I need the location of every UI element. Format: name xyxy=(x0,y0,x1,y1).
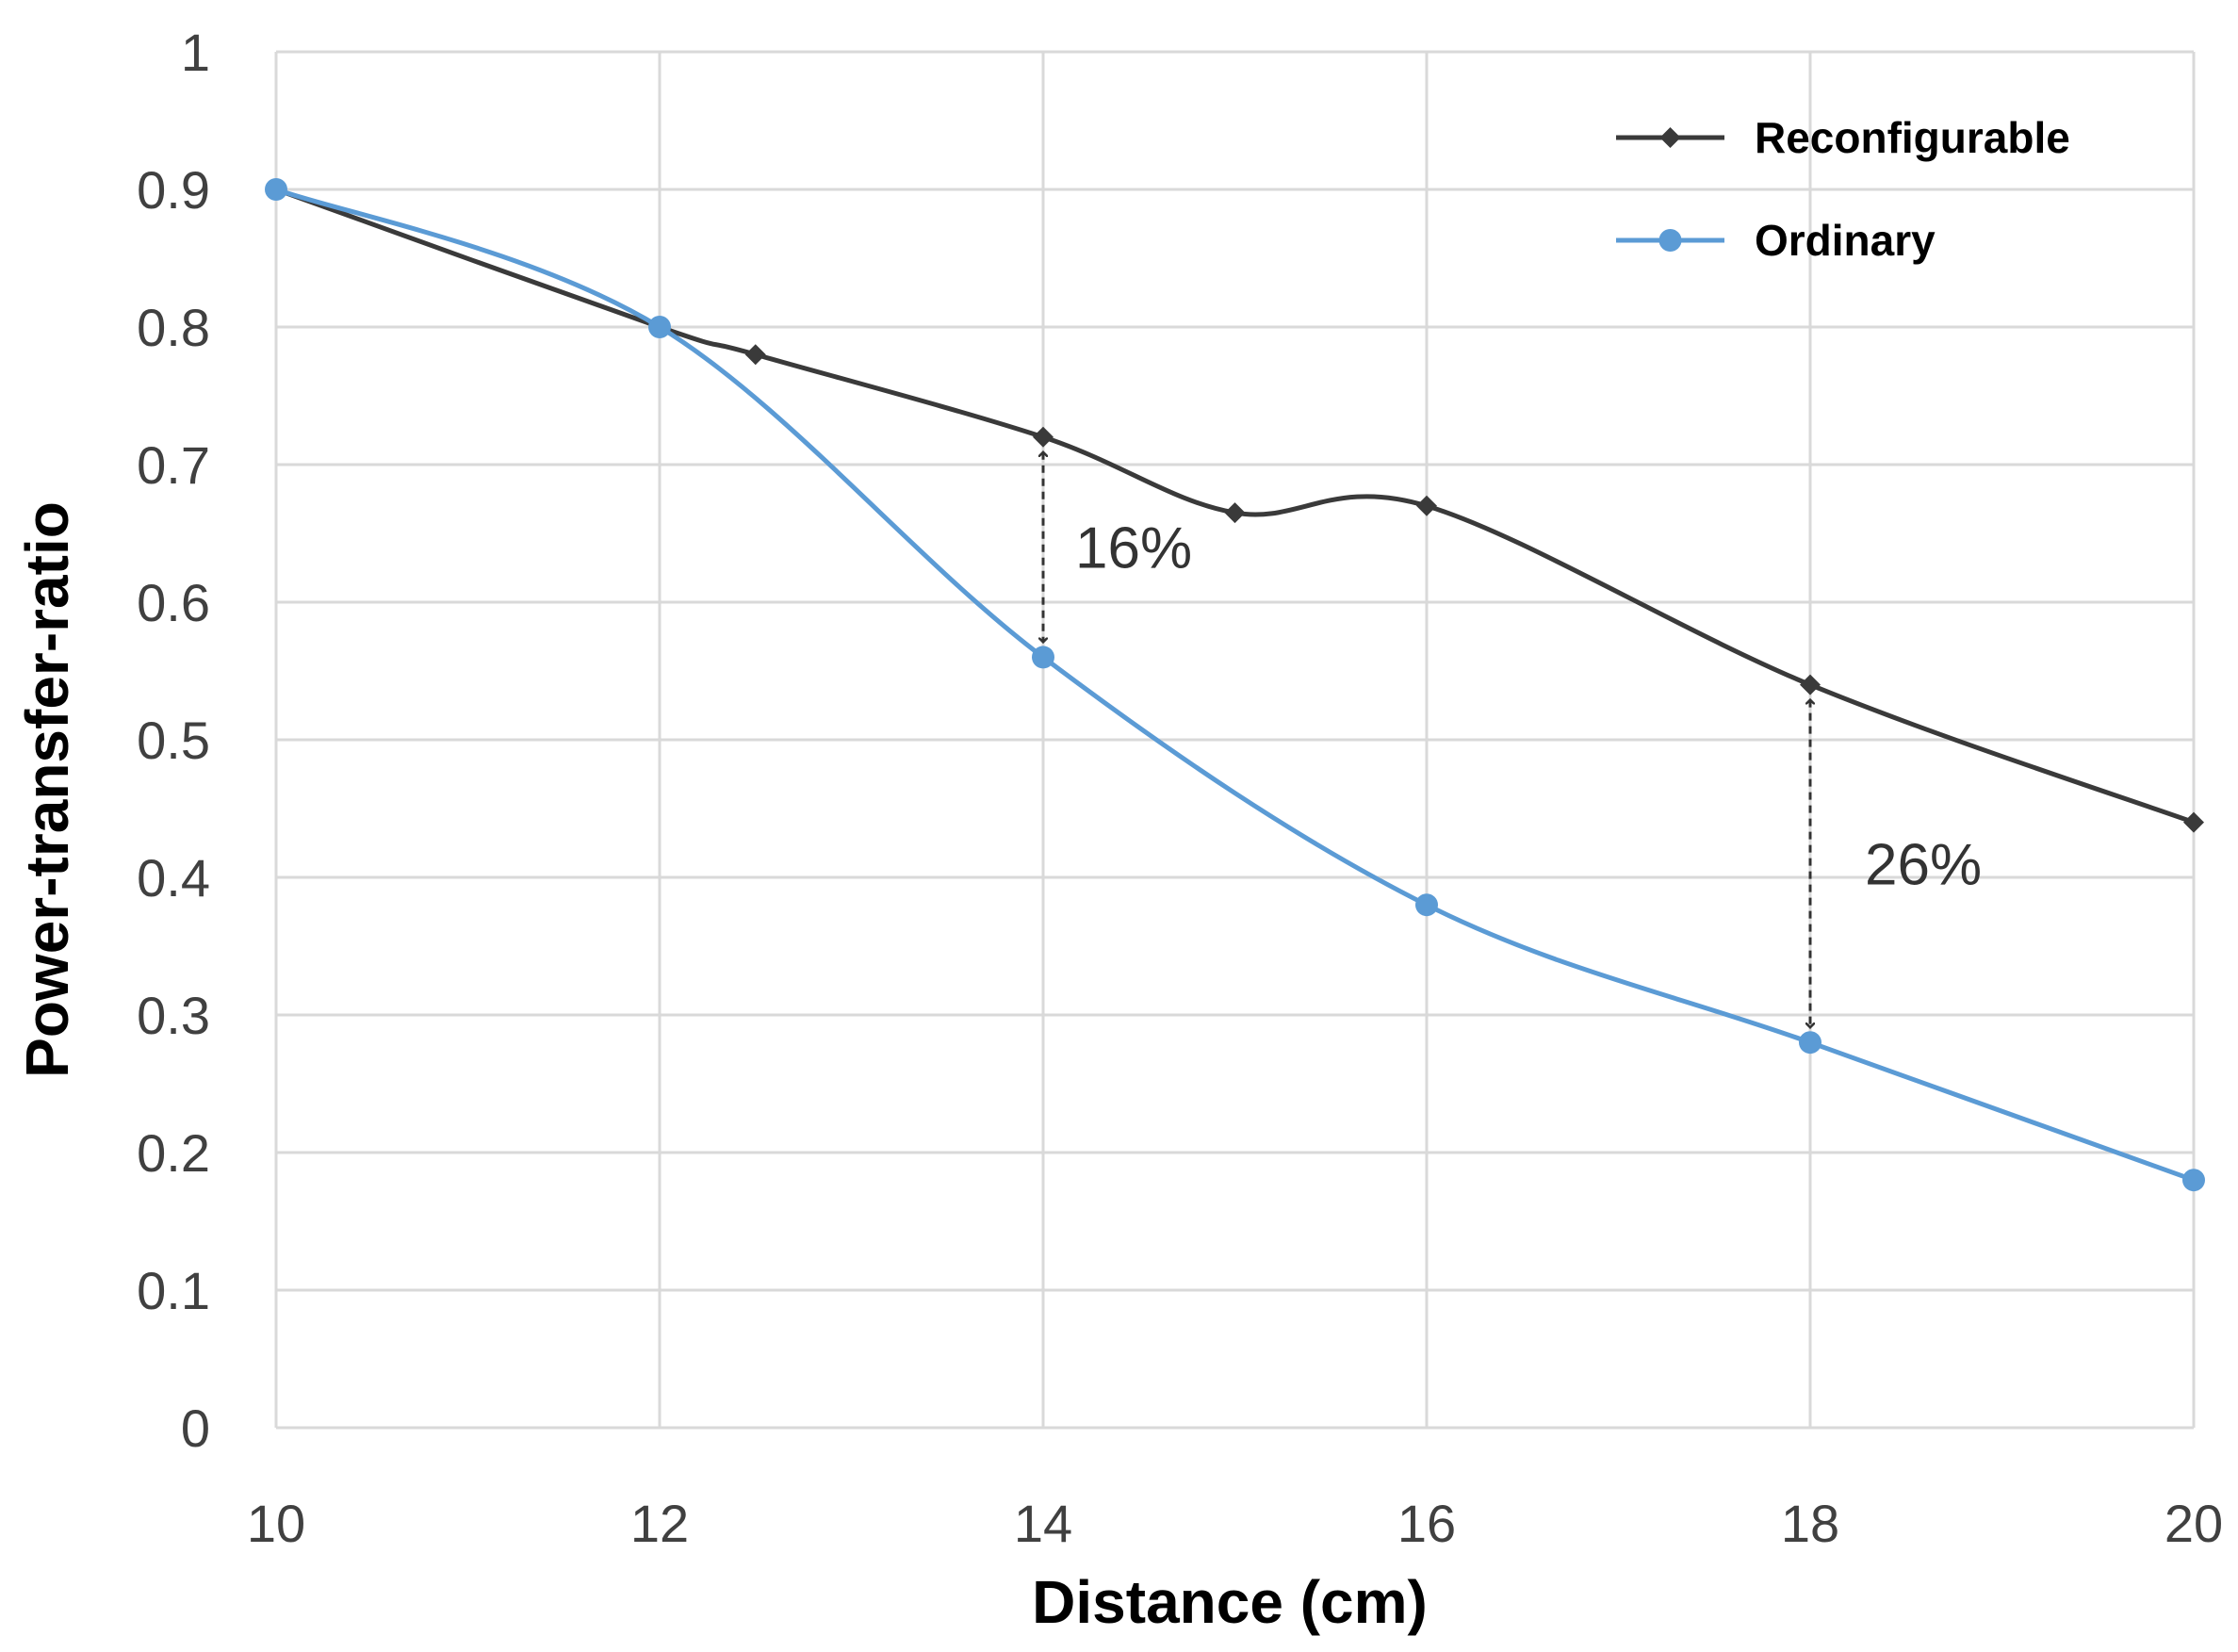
legend-label: Ordinary xyxy=(1755,216,1936,265)
y-tick-label: 0.7 xyxy=(137,435,210,495)
series xyxy=(265,178,2205,1192)
legend-marker xyxy=(1658,229,1682,252)
data-point xyxy=(265,178,287,201)
annotations: 16% 26% xyxy=(1043,452,1982,1027)
legend-item-reconfigurable: Reconfigurable xyxy=(1616,113,2070,162)
x-tick-label: 12 xyxy=(630,1494,689,1553)
x-tick-label: 10 xyxy=(247,1494,305,1553)
y-tick-label: 0.5 xyxy=(137,711,210,770)
axes: 0 0.1 0.2 0.3 0.4 0.5 0.6 0.7 0.8 0.9 1 10 12 14 16 18 2… xyxy=(137,23,2223,1553)
y-tick-label: 0.4 xyxy=(137,848,210,908)
y-tick-label: 0.2 xyxy=(137,1123,210,1183)
y-tick-label: 1 xyxy=(181,23,210,82)
y-tick-label: 0.8 xyxy=(137,298,210,357)
data-point xyxy=(648,316,671,338)
x-tick-label: 14 xyxy=(1014,1494,1072,1553)
data-point xyxy=(2182,1169,2205,1192)
y-axis-title: Power-transfer-ratio xyxy=(13,501,81,1078)
annotation-label: 16% xyxy=(1075,516,1192,581)
data-point xyxy=(1415,893,1438,917)
y-tick-label: 0.9 xyxy=(137,160,210,220)
legend-item-ordinary: Ordinary xyxy=(1616,216,1936,265)
series-line xyxy=(275,187,2195,1183)
data-point xyxy=(1800,674,1821,695)
x-tick-label: 18 xyxy=(1781,1494,1839,1553)
data-point xyxy=(1416,495,1437,516)
x-tick-label: 16 xyxy=(1397,1494,1456,1553)
y-tick-label: 0.6 xyxy=(137,573,210,632)
data-point xyxy=(1224,502,1246,524)
y-tick-label: 0.1 xyxy=(137,1261,210,1320)
y-tick-label: 0.3 xyxy=(137,986,210,1045)
x-axis-title: Distance (cm) xyxy=(1032,1568,1428,1636)
data-point xyxy=(1032,646,1054,669)
annotation-label: 26% xyxy=(1865,832,1982,897)
data-point xyxy=(1799,1031,1821,1055)
data-point xyxy=(1033,426,1054,448)
grid xyxy=(274,50,2196,1430)
data-point xyxy=(744,344,766,366)
legend-label: Reconfigurable xyxy=(1755,113,2070,162)
legend-marker xyxy=(1659,127,1681,148)
y-tick-label: 0 xyxy=(181,1398,210,1458)
legend: Reconfigurable Ordinary xyxy=(1616,113,2070,265)
data-point xyxy=(2183,811,2204,833)
series-ordinary xyxy=(265,178,2205,1192)
x-tick-label: 20 xyxy=(2164,1494,2223,1553)
